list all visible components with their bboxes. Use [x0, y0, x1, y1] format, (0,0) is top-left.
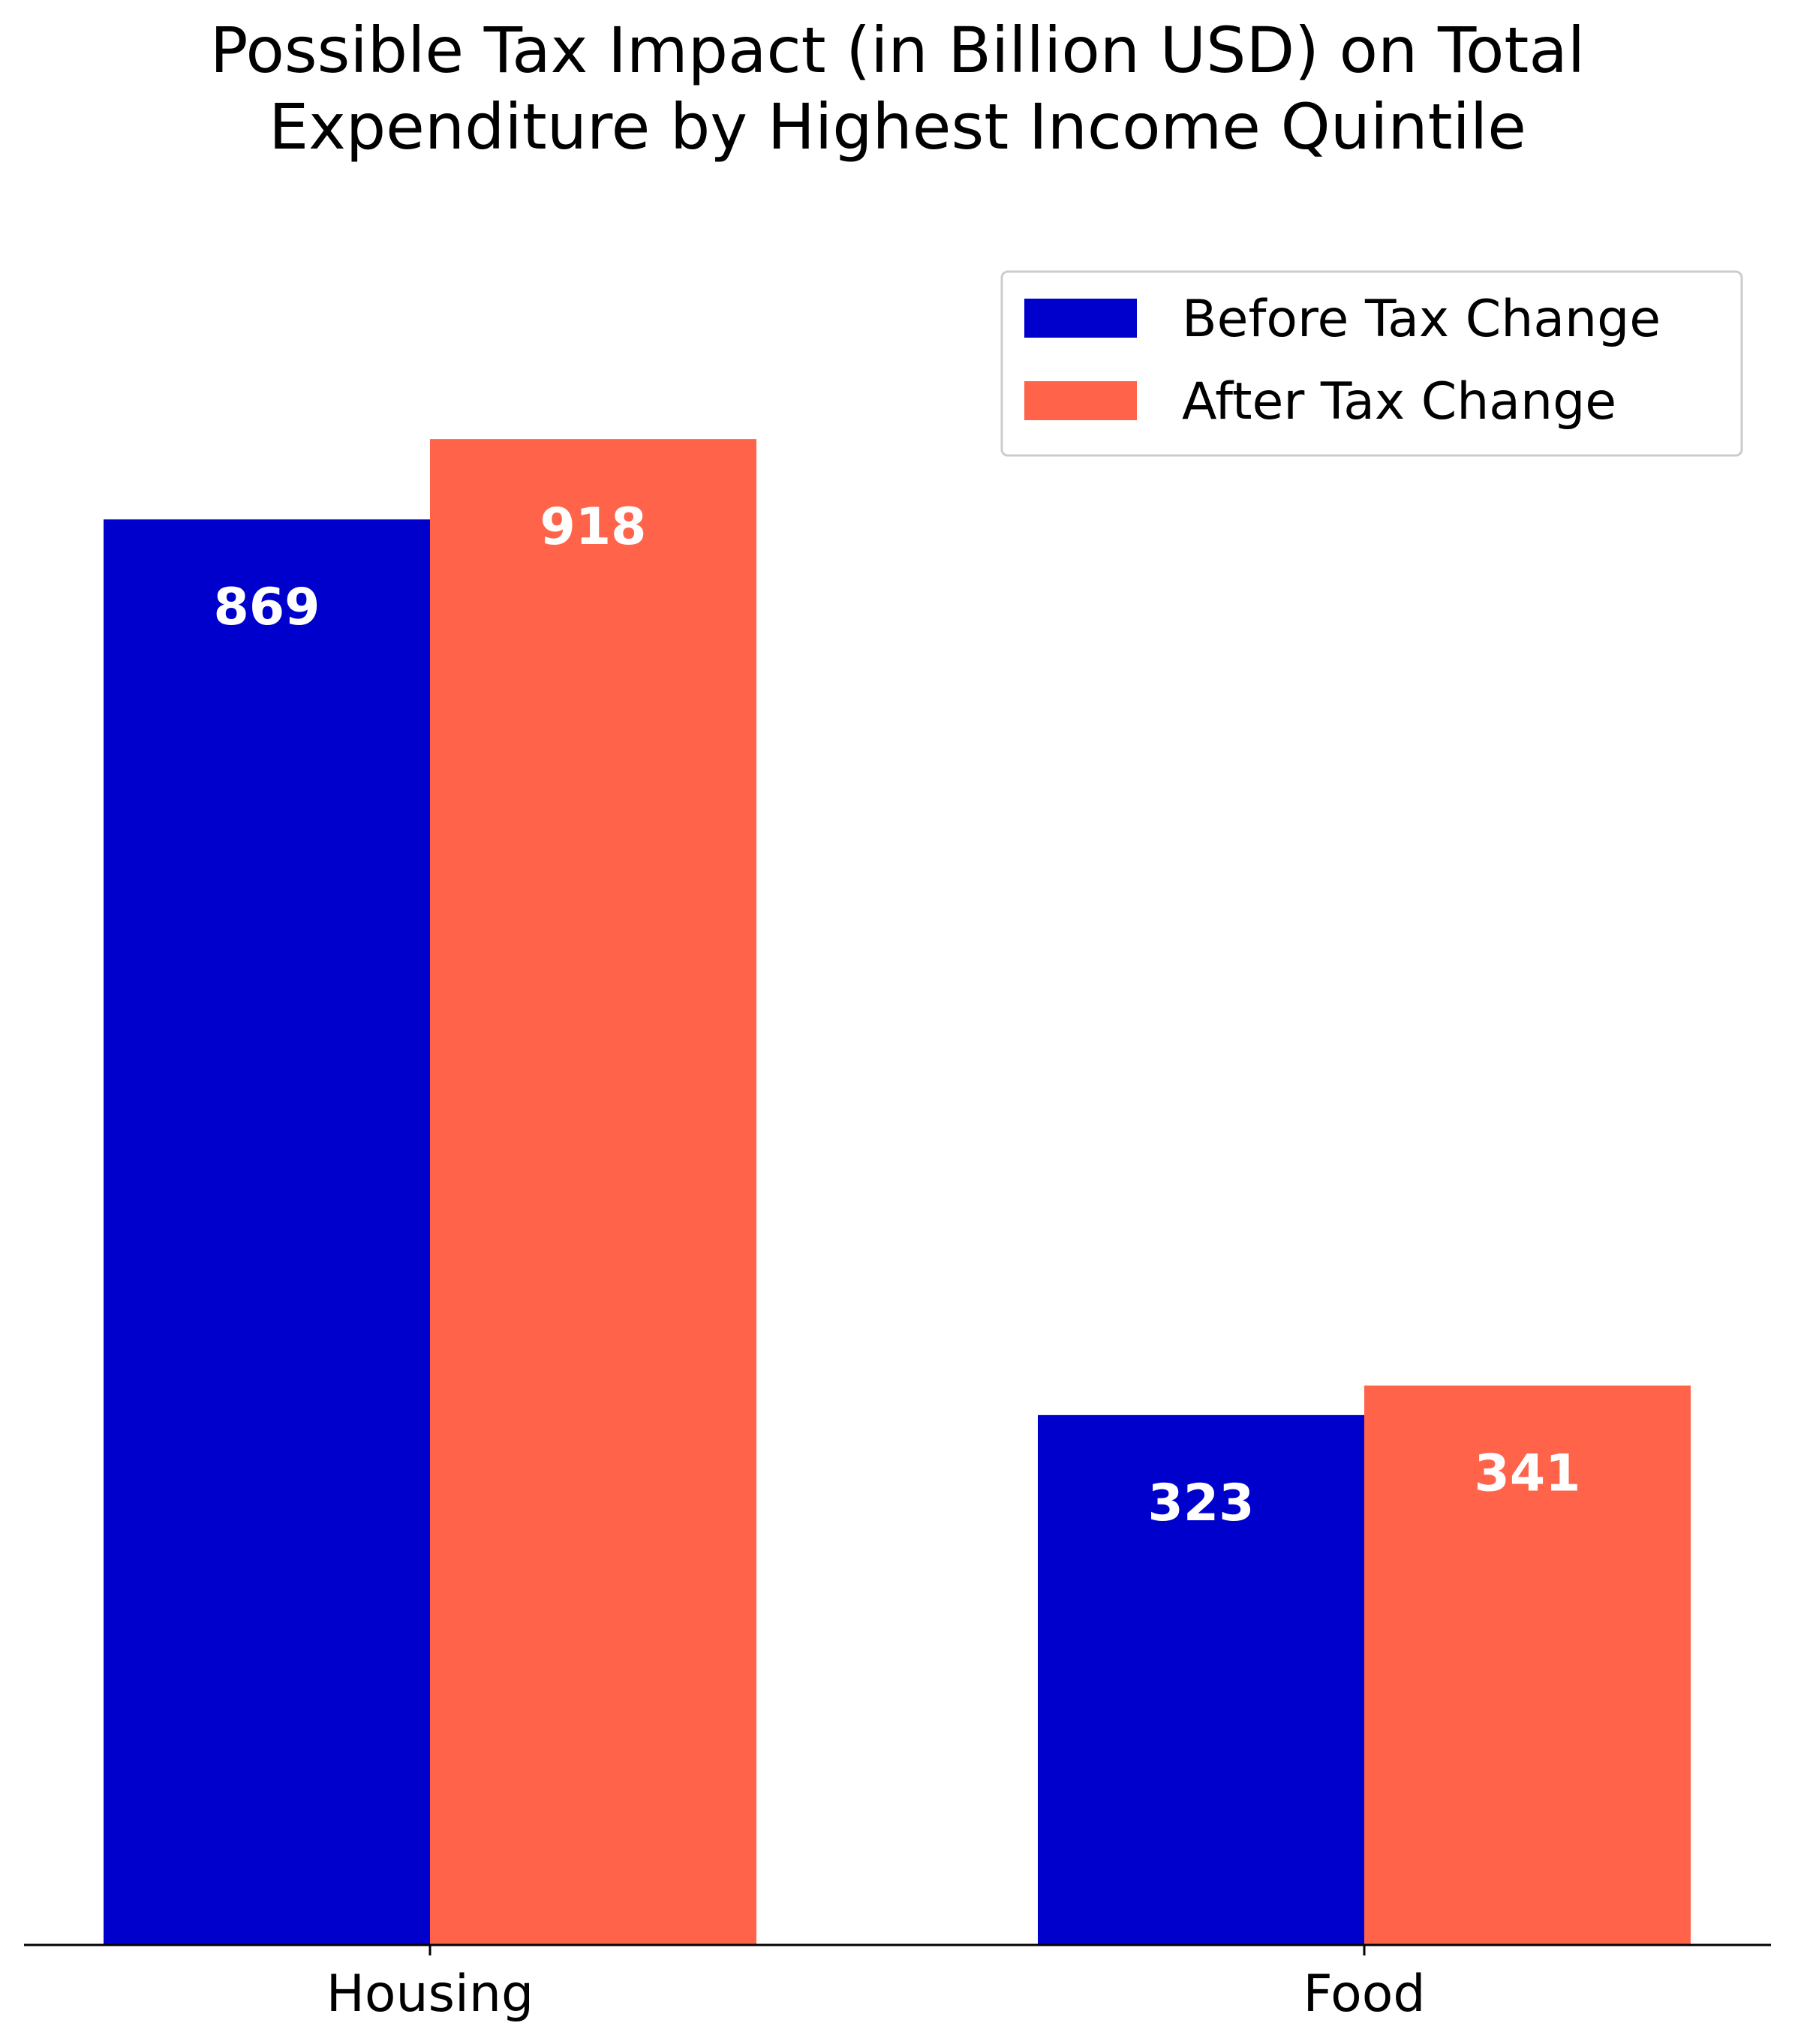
chart-title-line-1: Possible Tax Impact (in Billion USD) on …: [210, 14, 1585, 87]
legend: Before Tax Change After Tax Change: [1000, 270, 1743, 457]
bar-housing-after-tax-change: [430, 439, 756, 1945]
bars-group: [104, 439, 1691, 1945]
data-label-food-after-tax-change: 341: [1475, 1444, 1581, 1504]
legend-swatch-after: [1024, 381, 1137, 420]
data-label-housing-after-tax-change: 918: [540, 497, 647, 557]
x-tick-label-housing: Housing: [326, 1964, 534, 2024]
data-label-food-before-tax-change: 323: [1148, 1474, 1255, 1533]
legend-label-after: After Tax Change: [1182, 372, 1616, 431]
bar-food-before-tax-change: [1038, 1414, 1364, 1945]
x-tick-label-food: Food: [1303, 1964, 1425, 2024]
legend-frame: [1000, 270, 1743, 457]
chart-title: Possible Tax Impact (in Billion USD) on …: [210, 14, 1585, 164]
data-label-housing-before-tax-change: 869: [214, 578, 320, 637]
chart-title-line-2: Expenditure by Highest Income Quintile: [269, 90, 1526, 164]
bar-food-after-tax-change: [1364, 1385, 1691, 1945]
legend-label-before: Before Tax Change: [1182, 290, 1661, 349]
legend-swatch-before: [1024, 299, 1137, 338]
data-labels-group: 869 918 323 341: [214, 497, 1581, 1533]
x-axis-ticks: Housing Food: [326, 1945, 1426, 2024]
bar-housing-before-tax-change: [104, 519, 430, 1945]
